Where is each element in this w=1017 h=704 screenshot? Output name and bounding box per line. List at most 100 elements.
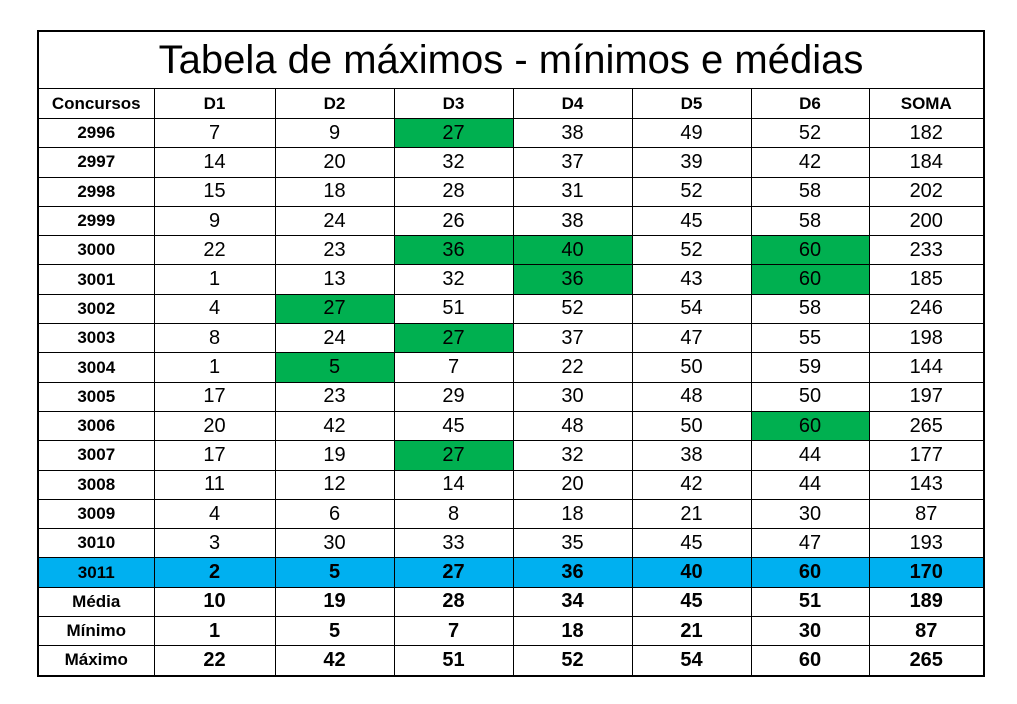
cell: 265 (868, 410, 985, 442)
cell: 24 (274, 205, 395, 237)
row-label: 2996 (37, 117, 155, 149)
cell: 200 (868, 205, 985, 237)
cell: 60 (750, 557, 870, 588)
cell: 58 (750, 205, 870, 237)
cell: 27 (393, 440, 514, 471)
cell: 170 (868, 557, 985, 588)
cell: 52 (631, 235, 752, 266)
cell: 1 (153, 264, 276, 295)
cell: 20 (512, 469, 633, 500)
cell: 50 (631, 410, 752, 442)
row-label: 3003 (37, 323, 155, 354)
cell: 42 (750, 147, 870, 178)
row-label: 3010 (37, 528, 155, 559)
cell: 59 (750, 352, 870, 383)
row-label: 3006 (37, 410, 155, 442)
cell: 36 (393, 235, 514, 266)
cell: 21 (631, 616, 752, 647)
cell: 55 (750, 323, 870, 354)
row: 2997 14 20 32 37 39 42 184 (37, 147, 985, 178)
cell: 31 (512, 176, 633, 207)
cell: 4 (153, 293, 276, 325)
cell: 48 (512, 410, 633, 442)
cell: 18 (512, 498, 633, 530)
cell: 29 (393, 381, 514, 412)
header-cell: Concursos (37, 88, 155, 119)
cell: 51 (393, 293, 514, 325)
cell: 52 (512, 645, 633, 677)
cell: 45 (631, 528, 752, 559)
row: 3002 4 27 51 52 54 58 246 (37, 293, 985, 325)
cell: 8 (393, 498, 514, 530)
row-label: 2999 (37, 205, 155, 237)
cell: 30 (750, 498, 870, 530)
cell: 44 (750, 469, 870, 500)
cell: 143 (868, 469, 985, 500)
cell: 233 (868, 235, 985, 266)
cell: 189 (868, 586, 985, 618)
header-cell: D1 (153, 88, 276, 119)
summary-row: Máximo 22 42 51 52 54 60 265 (37, 645, 985, 677)
cell: 3 (153, 528, 276, 559)
cell: 27 (393, 117, 514, 149)
cell: 39 (631, 147, 752, 178)
row-label: 2998 (37, 176, 155, 207)
cell: 7 (153, 117, 276, 149)
cell: 40 (631, 557, 752, 588)
cell: 12 (274, 469, 395, 500)
cell: 5 (274, 352, 395, 383)
cell: 45 (393, 410, 514, 442)
cell: 60 (750, 235, 870, 266)
cell: 51 (393, 645, 514, 677)
row: 3005 17 23 29 30 48 50 197 (37, 381, 985, 412)
cell: 43 (631, 264, 752, 295)
cell: 177 (868, 440, 985, 471)
row: 3004 1 5 7 22 50 59 144 (37, 352, 985, 383)
cell: 47 (750, 528, 870, 559)
cell: 51 (750, 586, 870, 618)
cell: 7 (393, 352, 514, 383)
cell: 49 (631, 117, 752, 149)
cell: 13 (274, 264, 395, 295)
cell: 35 (512, 528, 633, 559)
row: 3006 20 42 45 48 50 60 265 (37, 410, 985, 442)
cell: 18 (274, 176, 395, 207)
row-label: 3002 (37, 293, 155, 325)
row: 3009 4 6 8 18 21 30 87 (37, 498, 985, 530)
cell: 14 (153, 147, 276, 178)
header-row: Concursos D1 D2 D3 D4 D5 D6 SOMA (37, 88, 985, 119)
row: 3007 17 19 27 32 38 44 177 (37, 440, 985, 471)
cell: 87 (868, 616, 985, 647)
cell: 1 (153, 616, 276, 647)
cell: 4 (153, 498, 276, 530)
cell: 42 (274, 645, 395, 677)
cell: 193 (868, 528, 985, 559)
cell: 52 (631, 176, 752, 207)
cell: 22 (512, 352, 633, 383)
cell: 30 (274, 528, 395, 559)
cell: 18 (512, 616, 633, 647)
cell: 38 (512, 205, 633, 237)
cell: 202 (868, 176, 985, 207)
cell: 40 (512, 235, 633, 266)
cell: 38 (631, 440, 752, 471)
cell: 52 (750, 117, 870, 149)
cell: 21 (631, 498, 752, 530)
cell: 54 (631, 645, 752, 677)
cell: 52 (512, 293, 633, 325)
row-label: 3000 (37, 235, 155, 266)
cell: 246 (868, 293, 985, 325)
cell: 2 (153, 557, 276, 588)
cell: 19 (274, 586, 395, 618)
row-label: Mínimo (37, 616, 155, 647)
cell: 27 (393, 323, 514, 354)
header-cell: D3 (393, 88, 514, 119)
row: 3001 1 13 32 36 43 60 185 (37, 264, 985, 295)
row-label: 3004 (37, 352, 155, 383)
cell: 5 (274, 616, 395, 647)
cell: 17 (153, 381, 276, 412)
cell: 42 (631, 469, 752, 500)
cell: 24 (274, 323, 395, 354)
cell: 5 (274, 557, 395, 588)
